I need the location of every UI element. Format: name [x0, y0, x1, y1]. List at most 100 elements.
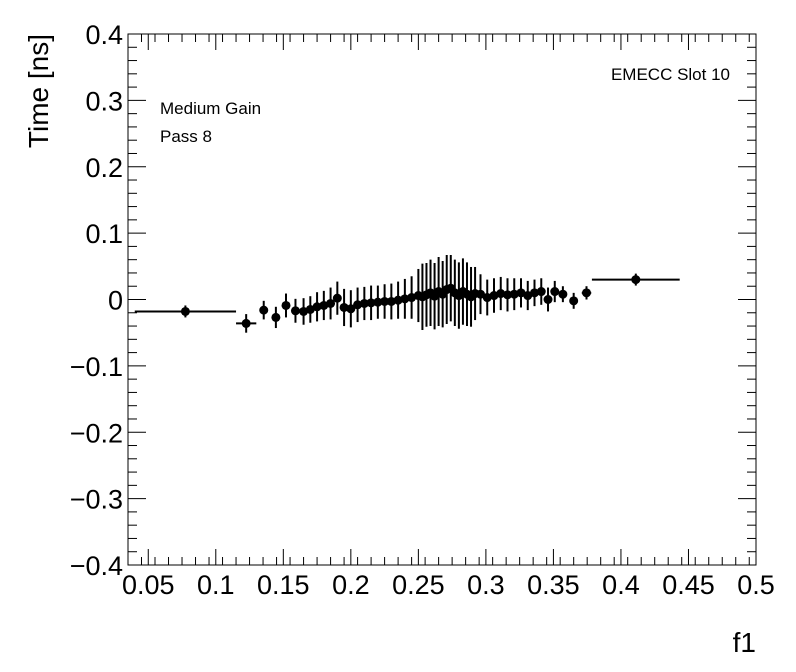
- point-marker: [558, 289, 568, 299]
- point-marker: [271, 312, 281, 322]
- point-marker: [489, 291, 499, 301]
- point-marker: [241, 318, 251, 328]
- point-marker: [290, 306, 300, 316]
- data-point: [543, 287, 553, 312]
- data-point: [509, 278, 519, 311]
- data-point: [386, 283, 396, 320]
- point-marker: [550, 287, 560, 297]
- data-point: [516, 278, 526, 308]
- data-point: [332, 281, 342, 315]
- data-point: [373, 285, 383, 319]
- data-point: [380, 284, 390, 319]
- data-point: [271, 306, 281, 329]
- point-marker: [373, 297, 383, 307]
- point-marker: [530, 288, 540, 298]
- point-marker: [631, 275, 641, 285]
- point-marker: [503, 290, 513, 300]
- x-axis-ticks: 0.05 0.1 0.15 0.2 0.25 0.3 0.35 0.4 0.45 0.5: [122, 34, 775, 600]
- point-marker: [332, 293, 342, 303]
- y-tick-label: 0: [108, 286, 123, 316]
- annotation-slot-label: EMECC Slot 10: [611, 65, 730, 84]
- data-point: [359, 286, 369, 321]
- point-marker: [536, 287, 546, 297]
- y-tick-label: 0.4: [85, 20, 123, 50]
- data-point: [591, 273, 680, 286]
- data-point: [319, 290, 329, 321]
- y-tick-label: −0.4: [70, 551, 123, 581]
- point-marker: [281, 300, 291, 310]
- point-marker: [180, 306, 190, 316]
- point-marker: [509, 289, 519, 299]
- data-point: [400, 278, 410, 319]
- point-marker: [259, 305, 269, 315]
- data-point: [290, 298, 300, 323]
- point-marker: [305, 304, 315, 314]
- data-point: [134, 305, 237, 318]
- data-point: [312, 292, 322, 322]
- data-point: [393, 281, 403, 319]
- data-point: [339, 288, 349, 327]
- point-marker: [326, 298, 336, 308]
- y-tick-label: 0.3: [85, 86, 123, 116]
- data-point: [482, 279, 492, 316]
- x-tick-label: 0.05: [122, 570, 175, 600]
- x-tick-label: 0.25: [392, 570, 445, 600]
- data-point: [550, 280, 560, 303]
- x-tick-label: 0.2: [332, 570, 370, 600]
- data-point: [259, 300, 269, 320]
- x-tick-label: 0.5: [737, 570, 775, 600]
- point-marker: [516, 288, 526, 298]
- point-marker: [582, 288, 592, 298]
- y-axis-title: Time [ns]: [23, 34, 54, 148]
- point-marker: [400, 294, 410, 304]
- point-marker: [393, 295, 403, 305]
- point-marker: [386, 296, 396, 306]
- point-marker: [346, 304, 356, 314]
- point-marker: [353, 300, 363, 310]
- point-marker: [496, 289, 506, 299]
- data-point: [496, 276, 506, 311]
- data-point: [236, 314, 257, 333]
- point-marker: [366, 298, 376, 308]
- data-point: [523, 280, 533, 311]
- data-point: [489, 278, 499, 313]
- point-marker: [312, 302, 322, 312]
- y-axis-ticks: −0.4 −0.3 −0.2 −0.1 0 0.1 0.2 0.3 0.4: [70, 20, 756, 581]
- data-point: [475, 274, 485, 315]
- point-marker: [543, 295, 553, 304]
- annotation-pass-label: Pass 8: [160, 127, 212, 146]
- x-tick-label: 0.4: [602, 570, 640, 600]
- data-point: [305, 296, 315, 323]
- data-point: [530, 279, 540, 307]
- annotation-gain-label: Medium Gain: [160, 99, 261, 118]
- data-point: [346, 290, 356, 328]
- data-point: [326, 287, 336, 320]
- y-tick-label: −0.1: [70, 352, 123, 382]
- point-marker: [359, 298, 369, 308]
- data-point: [558, 286, 568, 303]
- x-tick-label: 0.15: [257, 570, 310, 600]
- point-marker: [523, 291, 533, 301]
- y-tick-label: −0.3: [70, 485, 123, 515]
- data-point: [281, 293, 291, 318]
- point-marker: [380, 296, 390, 306]
- x-tick-label: 0.1: [197, 570, 235, 600]
- point-marker: [482, 293, 492, 303]
- data-point: [299, 298, 309, 325]
- point-marker: [569, 296, 579, 306]
- y-tick-label: 0.1: [85, 219, 123, 249]
- axes: 0.05 0.1 0.15 0.2 0.25 0.3 0.35 0.4 0.45 0.5 −0.4…: [70, 20, 775, 600]
- x-axis-title: f1: [733, 627, 756, 658]
- data-point: [503, 278, 513, 312]
- point-marker: [339, 302, 349, 312]
- data-point: [569, 292, 579, 309]
- data-point: [536, 278, 546, 305]
- point-marker: [407, 293, 417, 303]
- y-tick-label: −0.2: [70, 418, 123, 448]
- point-marker: [299, 306, 309, 316]
- plot-marks: [134, 255, 680, 333]
- x-tick-label: 0.35: [527, 570, 580, 600]
- point-marker: [319, 300, 329, 310]
- y-tick-label: 0.2: [85, 153, 123, 183]
